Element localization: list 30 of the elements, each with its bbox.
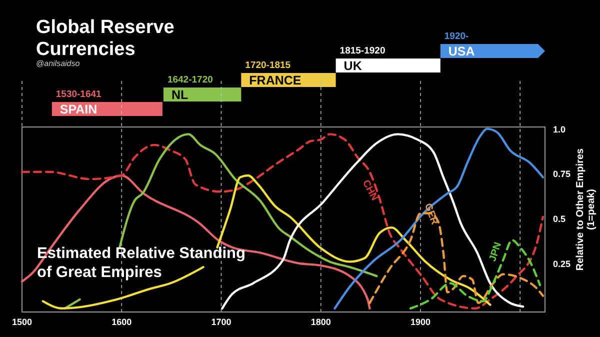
x-tick-label: 1500	[12, 317, 32, 327]
y-tick-label: 0.5	[553, 214, 566, 224]
annotation: 1642-1720	[167, 74, 213, 86]
y-axis-title: Relative to Other Empires (1=peak)	[575, 148, 597, 271]
y-tick-label: UK	[344, 59, 362, 73]
annotation: 1720-1815	[245, 60, 292, 71]
y-tick-label: 1.0	[553, 124, 566, 134]
x-tick-label: 1800	[310, 317, 331, 327]
y-tick-label: FRANCE	[249, 74, 302, 88]
line-series	[409, 239, 542, 310]
y-tick-label: 0.75	[553, 169, 571, 180]
text: 1920-	[444, 31, 469, 42]
text: JPN	[488, 241, 504, 263]
annotation: 1530-1641	[56, 89, 102, 100]
line-series	[20, 133, 544, 310]
chart-title: Global Reserve Currencies	[36, 17, 174, 60]
text: CHN	[360, 178, 380, 203]
y-tick-label: SPAIN	[60, 102, 98, 116]
text: @anilsaidso	[36, 59, 80, 68]
bar	[336, 58, 440, 72]
bar	[440, 44, 545, 58]
annotation: 1815-1920	[340, 46, 386, 56]
x-tick-label: 1900	[410, 317, 430, 327]
x-tick-label: 1700	[211, 317, 232, 327]
y-tick-label: NL	[171, 88, 188, 102]
y-tick-label: USA	[448, 44, 475, 58]
y-tick-label: 0.25	[553, 259, 571, 270]
bar	[163, 88, 242, 102]
line-series	[334, 128, 544, 310]
x-tick-label: 1600	[112, 317, 132, 327]
